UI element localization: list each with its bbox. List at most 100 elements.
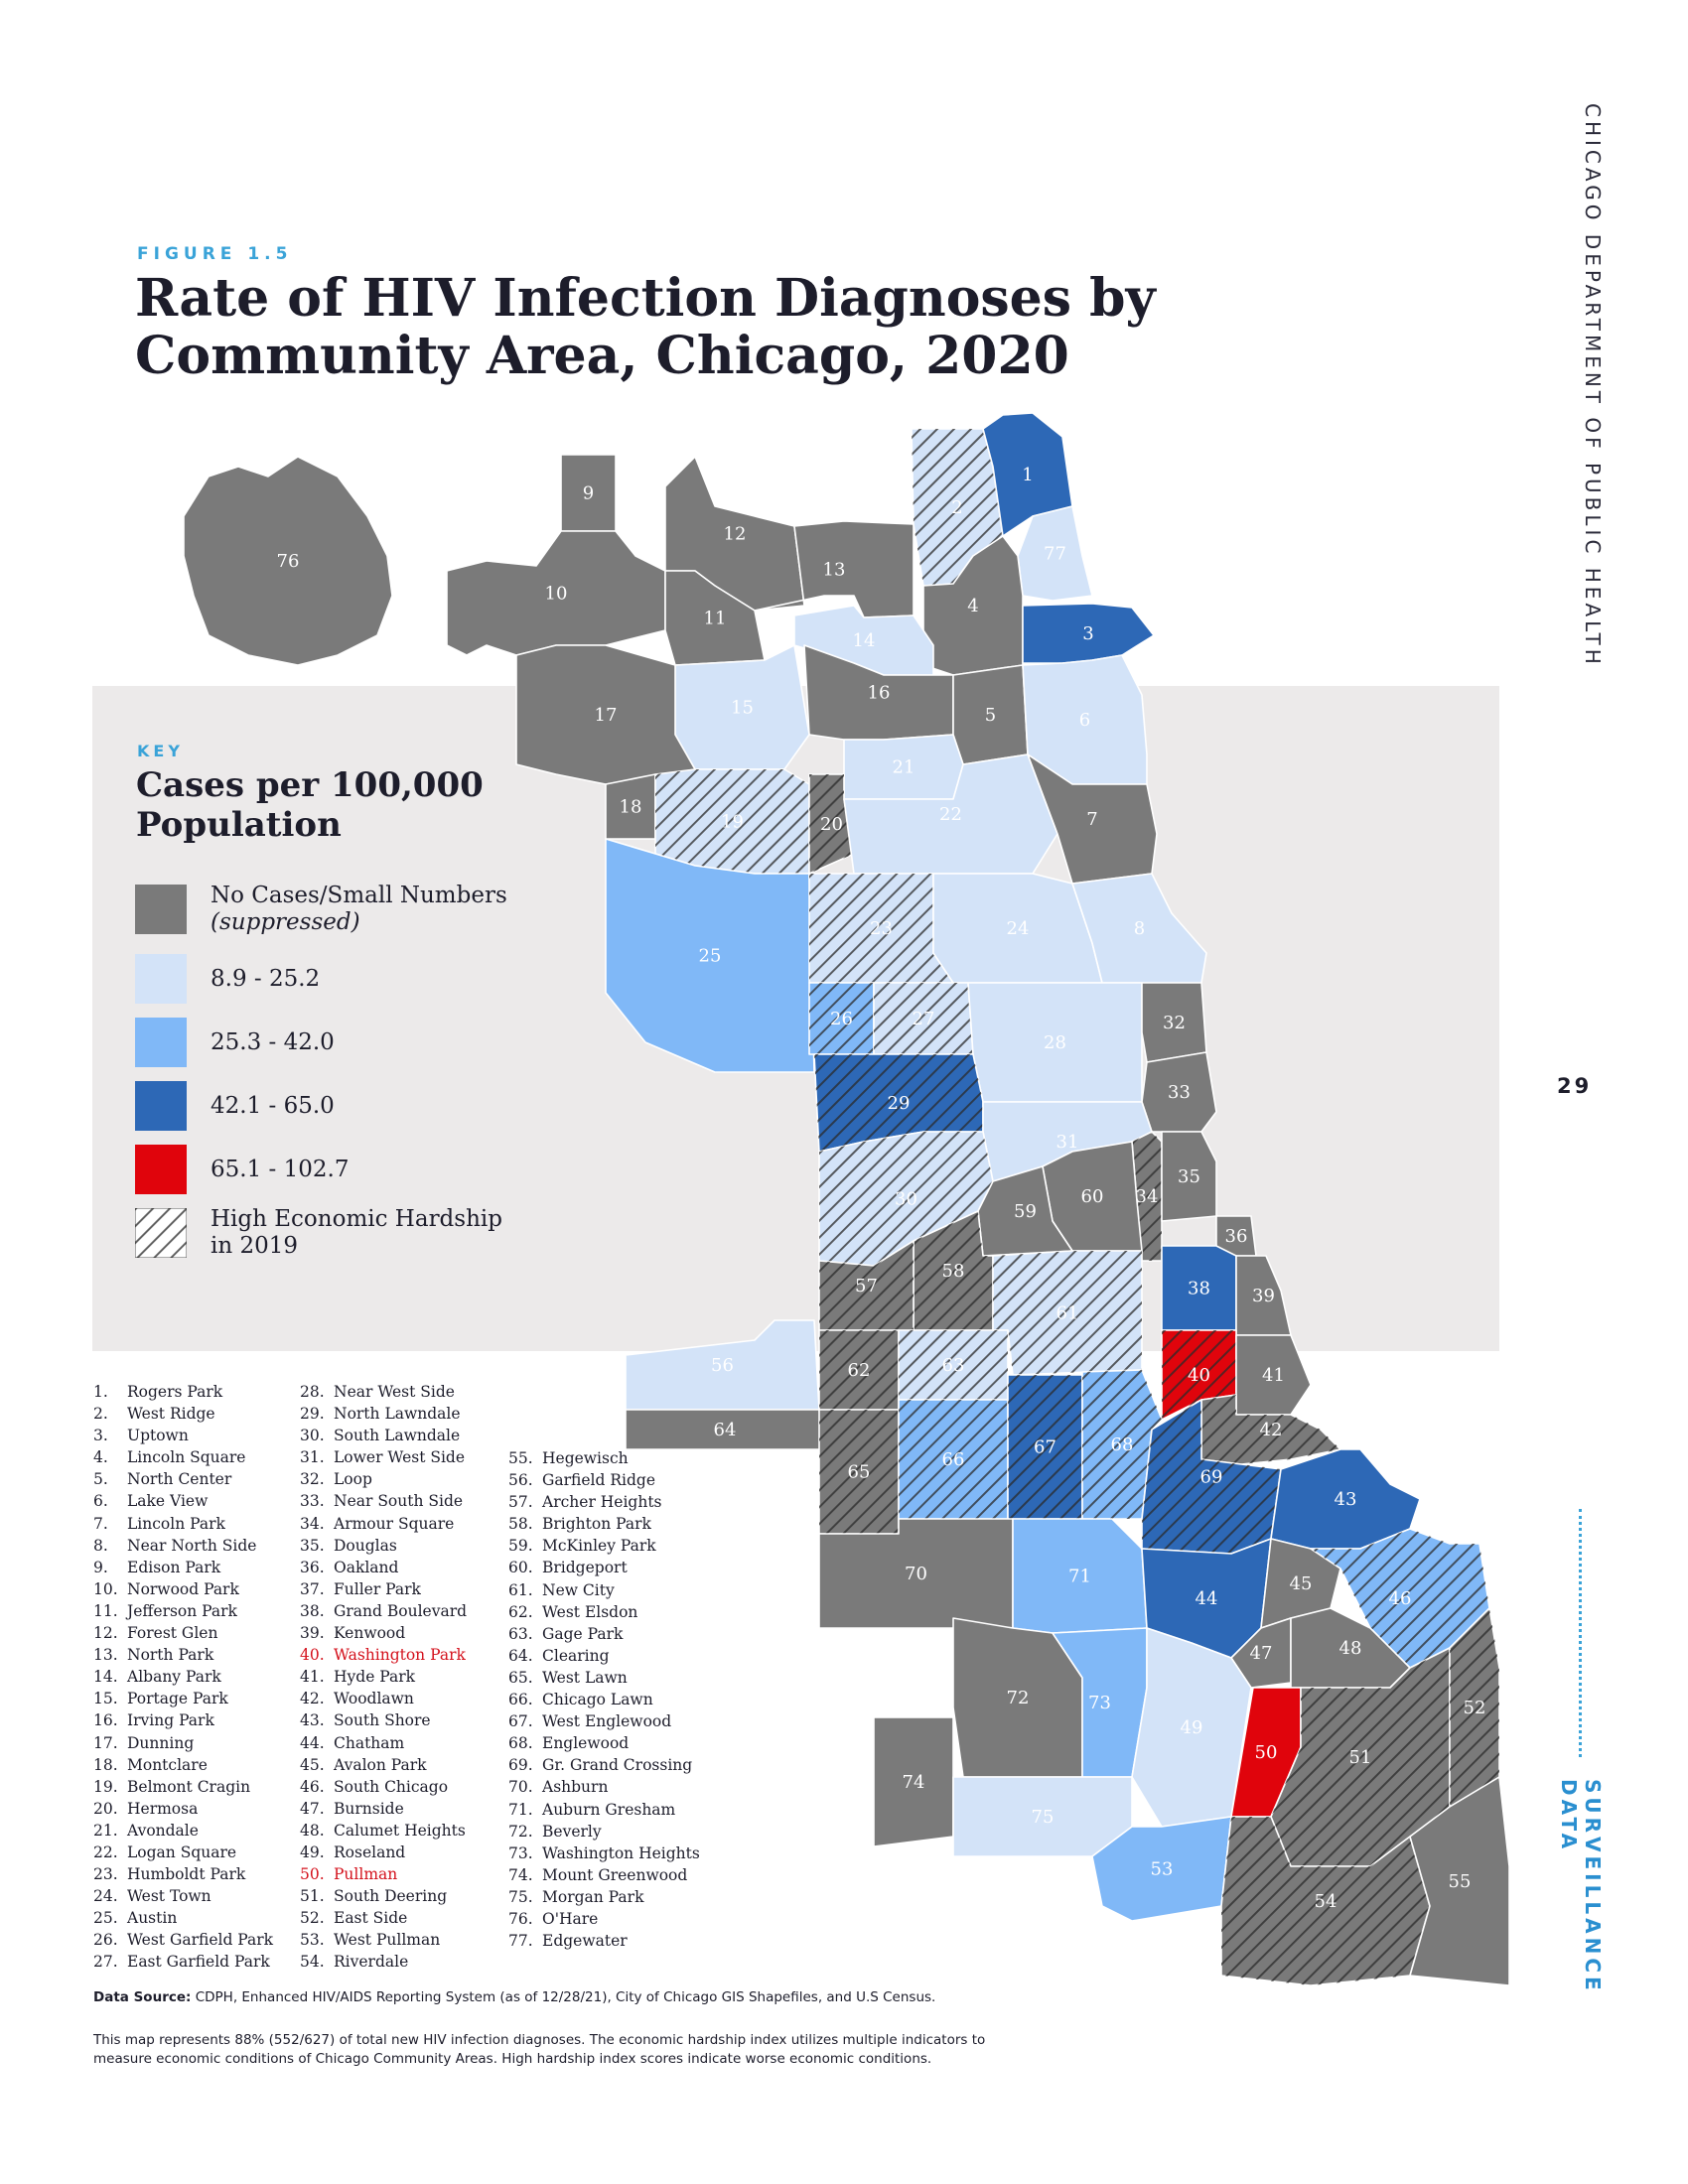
- area-list-item: 66. Chicago Lawn: [508, 1689, 700, 1710]
- map-area-label: 9: [583, 483, 594, 504]
- area-list-name: Irving Park: [127, 1711, 214, 1730]
- legend-sublabel: (suppressed): [211, 909, 360, 935]
- area-list-item: 13. North Park: [93, 1644, 273, 1666]
- area-list-item: 41. Hyde Park: [300, 1666, 467, 1688]
- area-list-name: Calumet Heights: [334, 1821, 466, 1840]
- hardship-hatch-66: [899, 1400, 1008, 1519]
- footnote: This map represents 88% (552/627) of tot…: [93, 2032, 986, 2067]
- area-list-item: 10. Norwood Park: [93, 1578, 273, 1600]
- area-list-name: West Englewood: [542, 1712, 672, 1731]
- map-area-label: 13: [823, 560, 846, 581]
- area-list-name: Edison Park: [127, 1558, 221, 1576]
- map-area-label: 35: [1178, 1166, 1200, 1187]
- map-area-label: 3: [1082, 623, 1093, 644]
- area-list-number: 12.: [93, 1624, 118, 1643]
- map-area-label: 4: [967, 596, 978, 616]
- area-list-item: 53. West Pullman: [300, 1929, 467, 1951]
- area-list-item: 8. Near North Side: [93, 1535, 273, 1557]
- hardship-hatch-23: [809, 874, 953, 983]
- map-area-label: 24: [1007, 918, 1030, 939]
- map-area-label: 74: [903, 1772, 925, 1793]
- area-list-item: 72. Beverly: [508, 1821, 700, 1843]
- area-list-number: 76.: [508, 1909, 533, 1928]
- area-list-item: 22. Logan Square: [93, 1842, 273, 1863]
- area-list-column-1: 1. Rogers Park 2. West Ridge 3. Uptown 4. Linco…: [93, 1381, 273, 1974]
- map-area-label: 49: [1181, 1717, 1203, 1738]
- legend-item-medium: 25.3 - 42.0: [135, 1018, 552, 1081]
- area-list-number: 46.: [300, 1777, 325, 1796]
- hardship-hatch-46: [1311, 1529, 1489, 1668]
- map-area-label: 21: [893, 757, 915, 778]
- community-area-7: [1027, 753, 1158, 885]
- hardship-hatch-54: [1221, 1817, 1430, 1985]
- area-list-number: 40.: [300, 1646, 325, 1665]
- area-list-name: South Deering: [334, 1887, 448, 1906]
- map-area-label: 55: [1449, 1871, 1472, 1892]
- area-list-number: 25.: [93, 1909, 118, 1928]
- area-list-item: 4. Lincoln Square: [93, 1446, 273, 1468]
- legend-swatch-low: [135, 954, 187, 1004]
- map-area-label: 18: [620, 797, 642, 818]
- area-list-item: 14. Albany Park: [93, 1666, 273, 1688]
- area-list-item: 57. Archer Heights: [508, 1491, 700, 1513]
- area-list-item: 67. West Englewood: [508, 1710, 700, 1732]
- area-list-item: 33. Near South Side: [300, 1490, 467, 1512]
- area-list-item: 17. Dunning: [93, 1732, 273, 1754]
- area-list-number: 53.: [300, 1931, 325, 1950]
- area-list-item: 71. Auburn Gresham: [508, 1799, 700, 1821]
- map-area-label: 56: [711, 1355, 734, 1376]
- map-area-label: 19: [721, 812, 744, 833]
- map-area-label: 16: [868, 683, 891, 704]
- map-area-label: 36: [1225, 1226, 1248, 1247]
- area-list-number: 24.: [93, 1887, 118, 1906]
- area-list-number: 50.: [300, 1865, 325, 1884]
- map-area-label: 63: [942, 1355, 965, 1376]
- hardship-hatch-27: [874, 983, 973, 1054]
- area-list-number: 29.: [300, 1405, 325, 1424]
- community-area-17: [515, 644, 696, 785]
- area-list-item: 75. Morgan Park: [508, 1886, 700, 1908]
- legend: No Cases/Small Numbers (suppressed) 8.9 -…: [135, 883, 552, 1278]
- area-list-name: Montclare: [127, 1755, 208, 1774]
- area-list-item: 31. Lower West Side: [300, 1446, 467, 1468]
- map-area-label: 1: [1022, 465, 1033, 485]
- area-list-item: 18. Montclare: [93, 1754, 273, 1776]
- map-area-label: 42: [1260, 1420, 1283, 1440]
- area-list-item: 74. Mount Greenwood: [508, 1864, 700, 1886]
- hardship-hatch-42: [1201, 1395, 1340, 1464]
- community-area-76: [183, 456, 393, 666]
- area-list-name: Washington Park: [334, 1646, 466, 1665]
- hardship-hatch-58: [914, 1211, 993, 1330]
- legend-swatch-suppressed: [135, 885, 187, 934]
- area-list-number: 32.: [300, 1470, 325, 1489]
- area-list-name: Uptown: [127, 1427, 189, 1445]
- area-list-name: Brighton Park: [542, 1515, 651, 1534]
- area-list-item: 55. Hegewisch: [508, 1447, 700, 1469]
- community-area-35: [1161, 1131, 1217, 1222]
- side-header: CHICAGO DEPARTMENT OF PUBLIC HEALTH: [1581, 103, 1605, 668]
- area-list-name: North Center: [127, 1470, 232, 1489]
- page-title: Rate of HIV Infection Diagnoses by Commu…: [135, 268, 1156, 386]
- area-list-number: 52.: [300, 1909, 325, 1928]
- map-area-label: 53: [1151, 1859, 1174, 1880]
- area-list-item: 51. South Deering: [300, 1885, 467, 1907]
- map-area-label: 47: [1250, 1643, 1273, 1664]
- map-area-label: 50: [1255, 1742, 1278, 1763]
- area-list-number: 61.: [508, 1580, 533, 1599]
- area-list-name: Belmont Cragin: [127, 1777, 251, 1796]
- map-area-label: 38: [1188, 1279, 1210, 1299]
- legend-label: 25.3 - 42.0: [211, 1029, 335, 1055]
- hardship-hatch-29: [814, 1054, 983, 1152]
- map-area-label: 65: [848, 1462, 871, 1483]
- area-list-number: 41.: [300, 1668, 325, 1687]
- map-area-label: 59: [1014, 1201, 1037, 1222]
- area-list-number: 33.: [300, 1492, 325, 1511]
- area-list-number: 17.: [93, 1733, 118, 1752]
- data-source: Data Source: CDPH, Enhanced HIV/AIDS Rep…: [93, 1989, 1464, 2005]
- map-area-label: 44: [1196, 1588, 1218, 1609]
- area-list-item: 69. Gr. Grand Crossing: [508, 1754, 700, 1776]
- area-list-number: 62.: [508, 1602, 533, 1621]
- legend-item-suppressed: No Cases/Small Numbers (suppressed): [135, 883, 552, 954]
- area-list-number: 39.: [300, 1624, 325, 1643]
- area-list-item: 9. Edison Park: [93, 1557, 273, 1578]
